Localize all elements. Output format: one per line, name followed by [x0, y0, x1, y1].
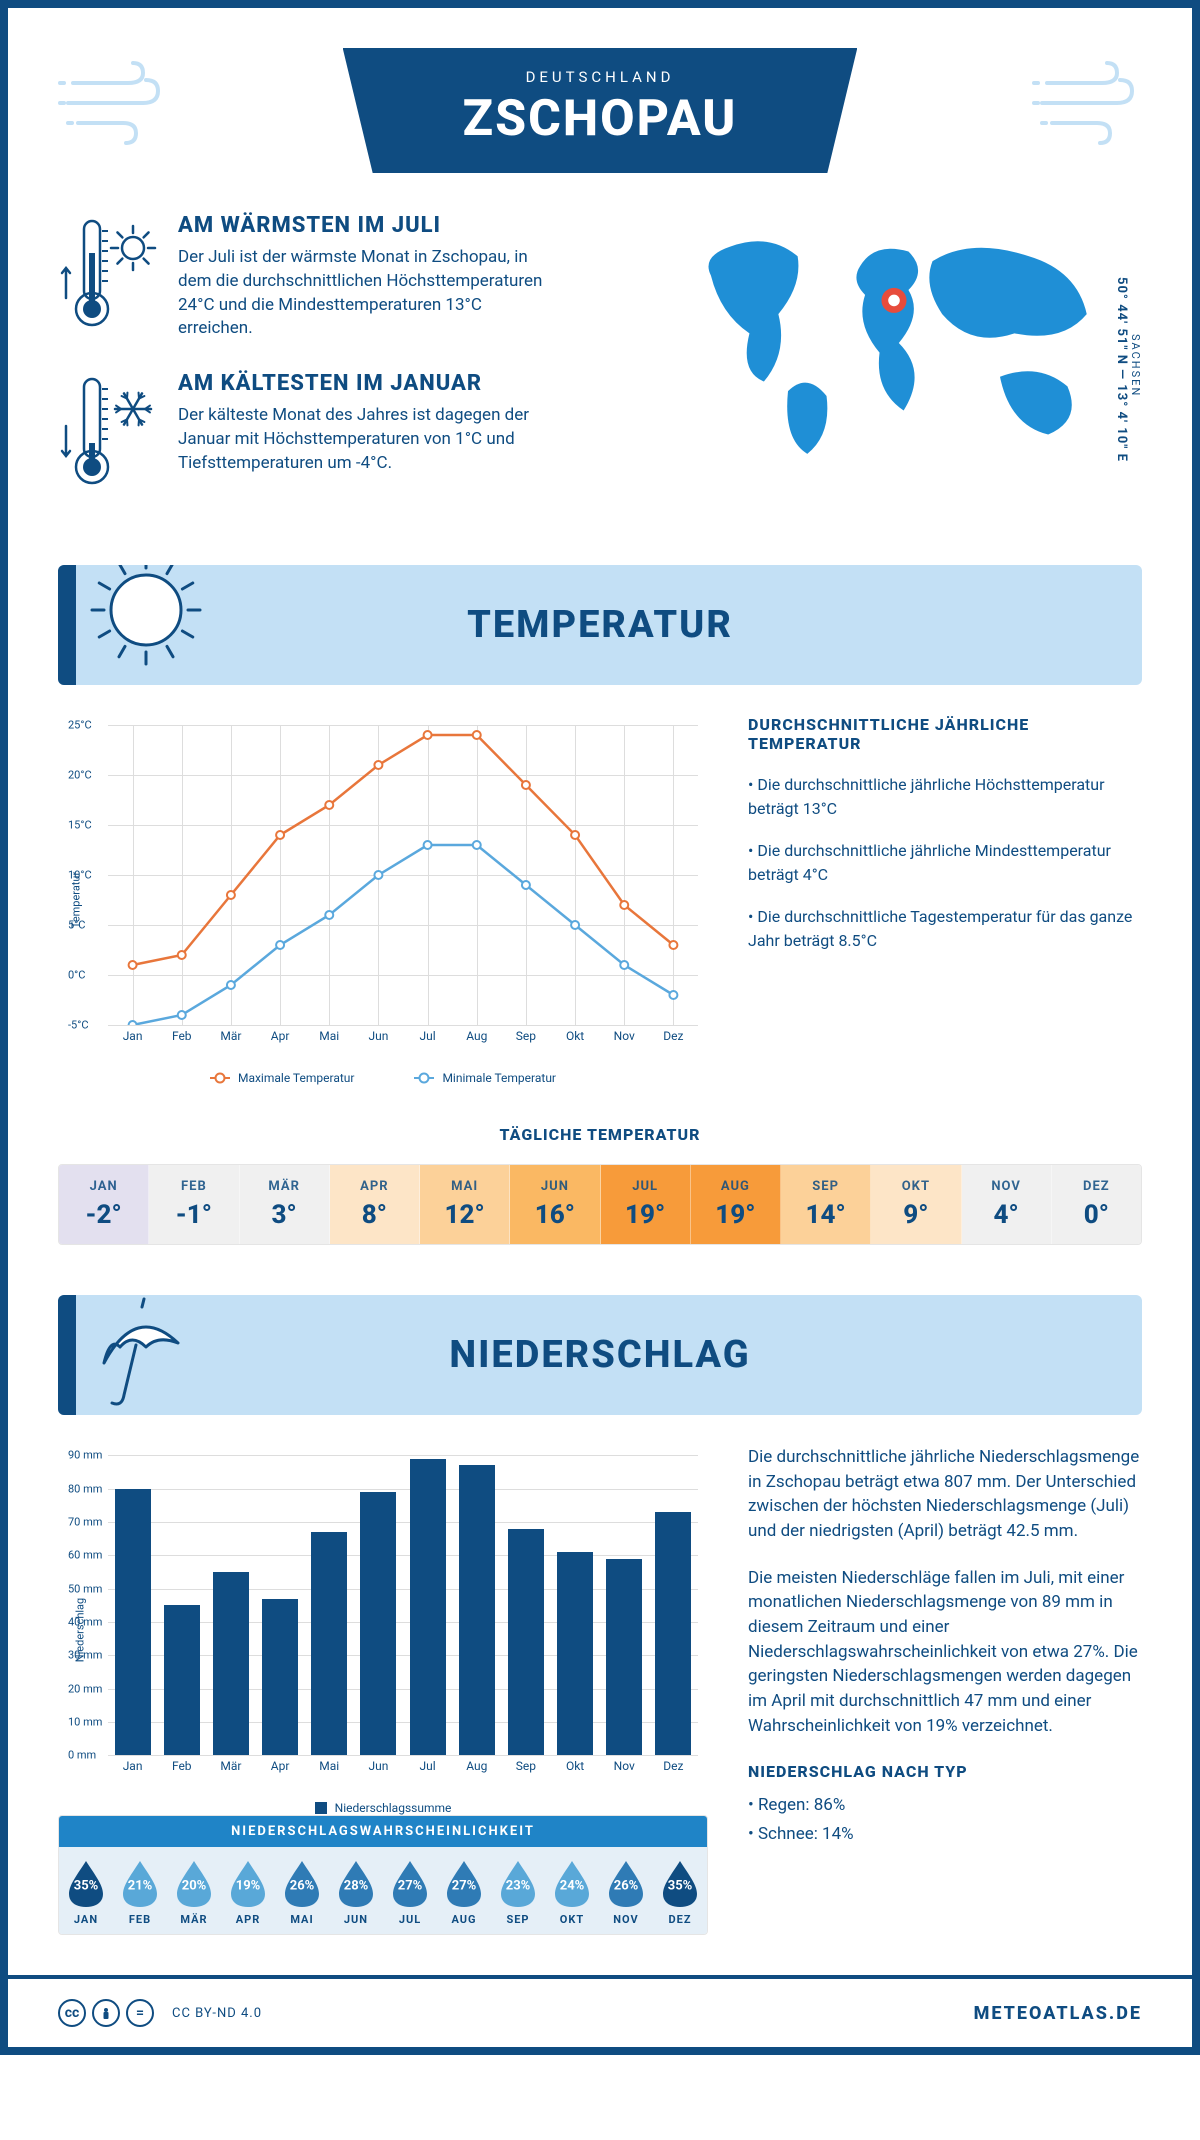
prob-cell: 26%MAI — [275, 1847, 329, 1934]
temp-strip-cell: SEP14° — [781, 1165, 871, 1244]
legend-min: Minimale Temperatur — [442, 1071, 556, 1085]
precip-bar — [115, 1489, 151, 1756]
precip-paragraph: Die meisten Niederschläge fallen im Juli… — [748, 1566, 1142, 1738]
precip-bar — [360, 1492, 396, 1755]
temp-bullet: • Die durchschnittliche Tagestemperatur … — [748, 905, 1142, 953]
precip-paragraph: Die durchschnittliche jährliche Niedersc… — [748, 1445, 1142, 1544]
warmest-fact: AM WÄRMSTEN IM JULI Der Juli ist der wär… — [58, 213, 652, 341]
precip-bar — [410, 1459, 446, 1756]
sun-icon — [76, 565, 206, 685]
prob-cell: 20%MÄR — [167, 1847, 221, 1934]
legend-max: Maximale Temperatur — [238, 1071, 354, 1085]
precip-type-bullet: • Regen: 86% — [748, 1793, 1142, 1818]
precip-type-bullet: • Schnee: 14% — [748, 1822, 1142, 1847]
wind-icon — [58, 58, 168, 152]
coldest-fact: AM KÄLTESTEN IM JANUAR Der kälteste Mona… — [58, 371, 652, 495]
title-banner: ZSCHOPAU DEUTSCHLAND — [343, 48, 858, 173]
temp-bullet: • Die durchschnittliche jährliche Höchst… — [748, 773, 1142, 821]
precipitation-bar-chart: Niederschlag Niederschlagssumme 0 mm10 m… — [58, 1445, 708, 1815]
precip-bar — [459, 1465, 495, 1755]
section-title: NIEDERSCHLAG — [449, 1333, 750, 1377]
license-icons: cc = CC BY-ND 4.0 — [58, 1999, 262, 2027]
precip-bar — [311, 1532, 347, 1755]
precip-bar — [262, 1599, 298, 1756]
prob-cell: 28%JUN — [329, 1847, 383, 1934]
prob-cell: 21%FEB — [113, 1847, 167, 1934]
umbrella-icon — [76, 1295, 196, 1415]
thermometer-snow-icon — [58, 371, 158, 495]
precip-type-heading: NIEDERSCHLAG NACH TYP — [748, 1760, 1142, 1783]
temp-strip-cell: JUL19° — [601, 1165, 691, 1244]
prob-cell: 27%AUG — [437, 1847, 491, 1934]
fact-text: Der Juli ist der wärmste Monat in Zschop… — [178, 246, 558, 341]
prob-cell: 23%SEP — [491, 1847, 545, 1934]
prob-cell: 19%APR — [221, 1847, 275, 1934]
temp-strip-cell: FEB-1° — [149, 1165, 239, 1244]
country-label: DEUTSCHLAND — [463, 68, 738, 86]
temp-strip-cell: JAN-2° — [59, 1165, 149, 1244]
city-title: ZSCHOPAU — [463, 90, 738, 148]
daily-temp-strip: JAN-2°FEB-1°MÄR3°APR8°MAI12°JUN16°JUL19°… — [58, 1164, 1142, 1245]
temp-strip-cell: APR8° — [330, 1165, 420, 1244]
temp-strip-cell: MAI12° — [420, 1165, 510, 1244]
fact-title: AM WÄRMSTEN IM JULI — [178, 213, 558, 238]
header: ZSCHOPAU DEUTSCHLAND — [58, 48, 1142, 173]
section-title: TEMPERATUR — [467, 603, 733, 647]
temp-strip-cell: OKT9° — [871, 1165, 961, 1244]
brand-label: METEOATLAS.DE — [974, 2003, 1142, 2024]
prob-cell: 35%DEZ — [653, 1847, 707, 1934]
temperature-line-chart: Temperatur Maximale Temperatur Minimale … — [58, 715, 708, 1085]
world-map — [682, 213, 1106, 525]
coordinates: SACHSEN50° 44' 51" N — 13° 4' 10" E — [1114, 213, 1142, 525]
prob-cell: 27%JUL — [383, 1847, 437, 1934]
license-text: CC BY-ND 4.0 — [172, 2006, 262, 2021]
prob-cell: 24%OKT — [545, 1847, 599, 1934]
precip-bar — [655, 1512, 691, 1755]
section-header-temperature: TEMPERATUR — [58, 565, 1142, 685]
temp-strip-cell: NOV4° — [962, 1165, 1052, 1244]
temp-bullet: • Die durchschnittliche jährliche Mindes… — [748, 839, 1142, 887]
daily-temp-title: TÄGLICHE TEMPERATUR — [58, 1125, 1142, 1144]
by-icon — [92, 1999, 120, 2027]
temp-strip-cell: AUG19° — [691, 1165, 781, 1244]
temp-strip-cell: MÄR3° — [240, 1165, 330, 1244]
precip-bar — [508, 1529, 544, 1756]
precipitation-probability-box: NIEDERSCHLAGSWAHRSCHEINLICHKEIT 35%JAN21… — [58, 1815, 708, 1935]
legend-precip: Niederschlagssumme — [335, 1801, 452, 1815]
temp-strip-cell: JUN16° — [510, 1165, 600, 1244]
precip-bar — [164, 1605, 200, 1755]
footer: cc = CC BY-ND 4.0 METEOATLAS.DE — [8, 1975, 1192, 2047]
fact-text: Der kälteste Monat des Jahres ist dagege… — [178, 404, 558, 475]
prob-cell: 26%NOV — [599, 1847, 653, 1934]
section-header-precipitation: NIEDERSCHLAG — [58, 1295, 1142, 1415]
thermometer-sun-icon — [58, 213, 158, 341]
precip-bar — [557, 1552, 593, 1755]
temp-strip-cell: DEZ0° — [1052, 1165, 1141, 1244]
precip-bar — [606, 1559, 642, 1756]
precip-bar — [213, 1572, 249, 1755]
fact-title: AM KÄLTESTEN IM JANUAR — [178, 371, 558, 396]
cc-icon: cc — [58, 1999, 86, 2027]
wind-icon — [1032, 58, 1142, 152]
nd-icon: = — [126, 1999, 154, 2027]
prob-cell: 35%JAN — [59, 1847, 113, 1934]
temp-side-heading: DURCHSCHNITTLICHE JÄHRLICHE TEMPERATUR — [748, 715, 1142, 753]
prob-title: NIEDERSCHLAGSWAHRSCHEINLICHKEIT — [59, 1816, 707, 1847]
